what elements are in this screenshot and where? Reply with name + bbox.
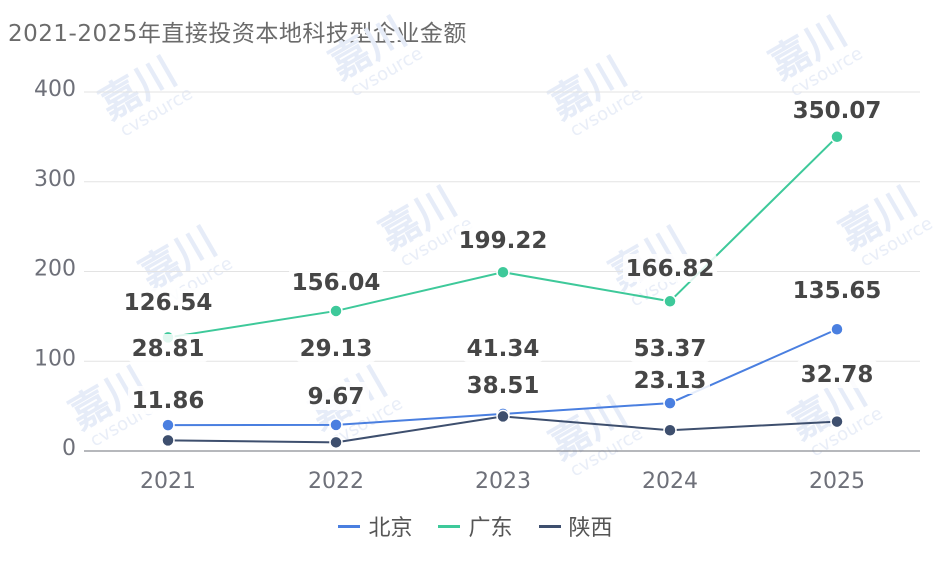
data-label: 11.86 xyxy=(132,388,205,414)
data-point xyxy=(329,304,343,318)
data-label-bg xyxy=(296,334,376,362)
data-label-bg xyxy=(463,334,543,362)
legend-label: 广东 xyxy=(468,516,513,541)
x-tick-label: 2024 xyxy=(642,469,698,494)
data-point xyxy=(329,418,343,432)
data-point xyxy=(161,418,175,432)
y-tick-label: 0 xyxy=(62,436,76,461)
legend-item[interactable]: 广东 xyxy=(438,510,513,542)
data-label: 41.34 xyxy=(467,336,540,362)
legend-swatch xyxy=(538,524,561,528)
data-label-bg xyxy=(790,276,884,304)
legend-swatch xyxy=(438,524,461,528)
series-layer xyxy=(161,130,844,450)
chart-title: 2021-2025年直接投资本地科技型企业金额 xyxy=(8,21,467,47)
x-tick-label: 2025 xyxy=(809,469,865,494)
data-label: 166.82 xyxy=(626,256,715,282)
data-label-bg xyxy=(289,268,383,296)
data-label-bg xyxy=(128,386,208,414)
y-tick-label: 300 xyxy=(34,167,76,192)
data-label-bg xyxy=(121,288,215,316)
data-point xyxy=(830,322,844,337)
legend: 北京 广东 陕西 xyxy=(0,510,951,542)
x-tick-label: 2022 xyxy=(308,469,364,494)
legend-item[interactable]: 北京 xyxy=(338,510,412,542)
data-label-bg xyxy=(797,360,877,388)
data-point xyxy=(663,294,677,309)
data-label-bg xyxy=(630,334,710,362)
data-label: 199.22 xyxy=(459,228,548,254)
data-label: 9.67 xyxy=(308,384,365,410)
data-label: 135.65 xyxy=(793,278,882,304)
y-axis-ticks: 0 100 200 300 400 xyxy=(34,77,76,461)
data-labels: 28.81 29.13 41.34 53.37 135.65 126.54 156.04 19… xyxy=(121,96,884,414)
data-label-bg xyxy=(790,96,884,124)
data-label-bg xyxy=(630,366,710,394)
y-tick-label: 400 xyxy=(34,77,76,102)
data-label-bg xyxy=(623,254,717,282)
legend-label: 北京 xyxy=(368,516,413,541)
data-point xyxy=(329,435,343,450)
y-tick-label: 200 xyxy=(34,257,76,282)
data-label-bg xyxy=(128,334,208,362)
data-label: 28.81 xyxy=(132,336,205,362)
data-point xyxy=(663,396,677,410)
data-label: 38.51 xyxy=(467,373,540,399)
data-label: 53.37 xyxy=(634,336,707,362)
data-label: 32.78 xyxy=(801,362,874,388)
data-label: 156.04 xyxy=(292,270,381,296)
data-label: 350.07 xyxy=(793,98,882,124)
legend-item[interactable]: 陕西 xyxy=(538,510,613,542)
x-tick-label: 2023 xyxy=(475,469,531,494)
data-label: 29.13 xyxy=(300,336,373,362)
data-label: 126.54 xyxy=(124,290,213,316)
data-point xyxy=(496,265,510,279)
data-label-bg xyxy=(463,371,543,399)
legend-swatch xyxy=(338,524,361,528)
data-point xyxy=(663,423,677,437)
data-point xyxy=(830,130,844,144)
data-label: 23.13 xyxy=(634,368,707,394)
legend-label: 陕西 xyxy=(568,516,613,541)
data-point xyxy=(830,414,844,429)
y-tick-label: 100 xyxy=(34,346,76,371)
x-tick-label: 2021 xyxy=(140,469,196,494)
data-label-bg xyxy=(456,226,550,254)
data-label-bg xyxy=(303,382,369,410)
data-point xyxy=(496,409,510,424)
x-axis: 2021 2022 2023 2024 2025 xyxy=(84,450,920,494)
data-point xyxy=(161,433,175,448)
